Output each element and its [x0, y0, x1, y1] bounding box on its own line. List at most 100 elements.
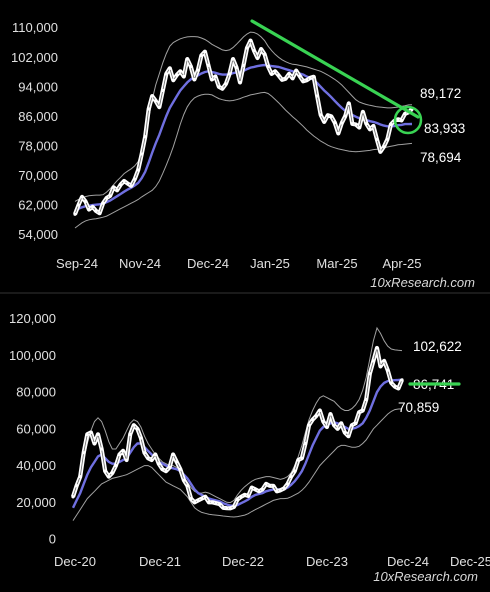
price-point	[285, 482, 290, 486]
price-point	[301, 79, 305, 83]
price-point	[154, 99, 158, 103]
price-point	[182, 478, 186, 482]
x-tick-label: Dec-20	[54, 554, 96, 569]
price-point	[74, 484, 79, 488]
price-point	[368, 127, 372, 131]
price-point	[122, 179, 126, 183]
price-point	[293, 469, 297, 473]
price-point	[357, 125, 361, 130]
price-point	[264, 482, 268, 486]
y-tick-label: 94,000	[18, 79, 58, 94]
price-point	[250, 485, 254, 490]
price-point	[126, 182, 130, 186]
price-point	[83, 199, 88, 203]
y-tick-label: 70,000	[18, 168, 58, 183]
price-point	[142, 451, 147, 455]
price-point	[289, 474, 293, 479]
price-point	[107, 474, 111, 479]
watermark: 10xResearch.com	[373, 569, 478, 584]
price-point	[322, 120, 326, 124]
price-point	[308, 76, 312, 80]
price-point	[140, 152, 144, 156]
price-point	[221, 506, 225, 510]
price-point	[80, 195, 84, 199]
price-point	[307, 423, 311, 427]
price-point	[312, 75, 316, 79]
y-tick-label: 102,000	[11, 50, 58, 65]
upper-band-line	[72, 326, 403, 504]
price-point	[171, 452, 175, 457]
breakout-circle-annotation	[393, 105, 423, 135]
price-point	[328, 412, 333, 416]
price-point	[203, 50, 207, 54]
price-point	[393, 385, 397, 389]
price-point	[220, 87, 225, 91]
price-point	[385, 137, 390, 141]
price-point	[361, 110, 365, 114]
price-point	[189, 64, 193, 69]
price-point	[87, 207, 91, 212]
price-point	[96, 432, 100, 436]
price-point	[206, 63, 210, 67]
price-point	[329, 114, 333, 118]
price-point	[224, 82, 228, 86]
price-point	[400, 378, 404, 382]
price-point	[271, 484, 275, 488]
price-point	[314, 414, 318, 418]
price-point	[255, 56, 260, 60]
price-point	[343, 430, 347, 435]
price-point	[82, 451, 86, 455]
price-point	[101, 201, 105, 205]
price-point	[321, 419, 325, 424]
y-tick-label: 20,000	[16, 495, 56, 510]
chart-top: 54,000 62,000 70,000 78,000 86,000 94,000 102,…	[11, 19, 475, 290]
price-point	[318, 408, 322, 413]
price-point	[200, 497, 204, 501]
price-point	[368, 372, 372, 376]
price-point	[350, 423, 354, 427]
price-point	[178, 69, 182, 73]
price-point	[76, 203, 81, 207]
price-point	[303, 441, 308, 446]
price-point	[100, 447, 104, 451]
price-point	[231, 57, 235, 61]
price-point	[354, 122, 358, 127]
price-point	[260, 487, 265, 492]
price-point	[291, 76, 295, 80]
price-point	[73, 212, 77, 216]
price-point	[171, 78, 175, 82]
price-point	[275, 489, 279, 493]
lower-band-line	[72, 408, 403, 521]
price-point	[268, 484, 272, 488]
price-point	[175, 460, 179, 464]
price-point	[103, 469, 107, 473]
price-point	[336, 427, 340, 431]
price-point	[364, 397, 368, 402]
y-tick-label: 86,000	[18, 109, 58, 124]
price-point	[273, 69, 277, 73]
price-point	[386, 368, 390, 372]
price-point	[153, 452, 157, 457]
price-point	[196, 498, 200, 503]
moving-average-line	[71, 378, 403, 509]
price-point	[305, 78, 309, 82]
price-point	[241, 63, 246, 67]
lower-band-line	[74, 91, 413, 229]
value-callout: 102,622	[413, 339, 462, 354]
price-point	[269, 72, 274, 76]
price-point	[310, 418, 315, 422]
y-tick-label: 0	[49, 532, 56, 547]
price-line	[71, 345, 404, 511]
price-point	[185, 484, 190, 488]
price-point	[157, 105, 161, 109]
x-tick-label: Dec-23	[306, 554, 348, 569]
x-tick-label: Dec-25	[450, 554, 490, 569]
price-point	[389, 122, 393, 127]
price-point	[228, 506, 232, 510]
price-point	[319, 113, 323, 117]
price-point	[164, 469, 168, 473]
price-point	[282, 486, 286, 491]
price-point	[139, 436, 143, 440]
price-point	[182, 74, 186, 79]
price-point	[266, 64, 270, 69]
